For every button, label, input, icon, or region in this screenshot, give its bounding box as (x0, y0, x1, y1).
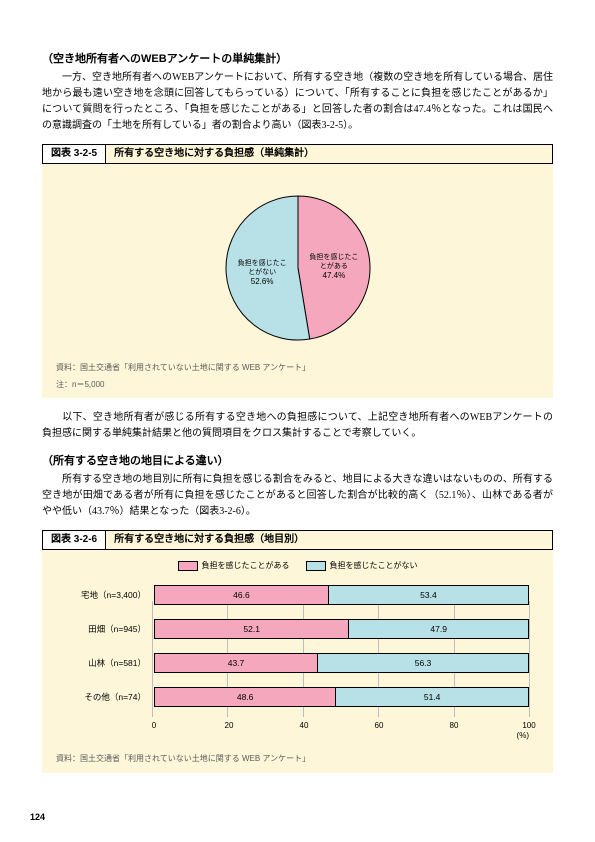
hbar-chart: 宅地（n=3,400）46.653.4 田畑（n=945）52.147.9 山林（n… (56, 581, 539, 747)
fig325-note: 注：n＝5,000 (56, 379, 539, 390)
x-axis: 020406080100(%) (154, 721, 529, 739)
hbar-row: その他（n=74）48.651.4 (66, 687, 529, 707)
hbar-track: 52.147.9 (154, 619, 529, 639)
fig326-panel: 負担を感じたことがある 負担を感じたことがない 宅地（n=3,400）46.65… (42, 550, 553, 772)
pie-chart: 負担を感じたことがある47.4%負担を感じたことがない52.6% (198, 188, 398, 348)
fig325-source: 資料：国土交通省「利用されていない土地に関する WEB アンケート」 (56, 362, 539, 373)
section1-para: 一方、空き地所有者へのWEBアンケートにおいて、所有する空き地（複数の空き地を所… (42, 70, 553, 134)
hbar-label: その他（n=74） (66, 691, 154, 703)
fig325-panel: 負担を感じたことがある47.4%負担を感じたことがない52.6% 資料：国土交通… (42, 164, 553, 398)
x-tick: 20 (225, 721, 234, 730)
fig325-title: 所有する空き地に対する負担感（単純集計） (106, 145, 552, 163)
hbar-label: 田畑（n=945） (66, 623, 154, 635)
section1-heading: （空き地所有者へのWEBアンケートの単純集計） (42, 50, 553, 66)
hbar-seg-b: 56.3 (318, 654, 528, 672)
x-tick: 0 (152, 721, 156, 730)
hbar-row: 宅地（n=3,400）46.653.4 (66, 585, 529, 605)
legend-item-b: 負担を感じたことがない (306, 560, 418, 571)
fig325-header: 図表 3-2-5 所有する空き地に対する負担感（単純集計） (42, 144, 553, 164)
hbar-seg-b: 47.9 (349, 620, 528, 638)
x-tick: 80 (450, 721, 459, 730)
hbar-label: 宅地（n=3,400） (66, 589, 154, 601)
hbar-seg-a: 48.6 (155, 688, 336, 706)
hbar-track: 48.651.4 (154, 687, 529, 707)
hbar-track: 46.653.4 (154, 585, 529, 605)
fig326-num: 図表 3-2-6 (43, 531, 106, 549)
pie-chart-wrap: 負担を感じたことがある47.4%負担を感じたことがない52.6% (56, 176, 539, 356)
x-unit: (%) (517, 731, 529, 740)
fig326-source: 資料：国土交通省「利用されていない土地に関する WEB アンケート」 (56, 753, 539, 764)
hbar-label: 山林（n=581） (66, 657, 154, 669)
hbar-row: 山林（n=581）43.756.3 (66, 653, 529, 673)
hbar-row: 田畑（n=945）52.147.9 (66, 619, 529, 639)
fig326-title: 所有する空き地に対する負担感（地目別） (106, 531, 552, 549)
x-tick: 100 (522, 721, 535, 730)
hbar-seg-a: 46.6 (155, 586, 329, 604)
legend-label-a: 負担を感じたことがある (202, 560, 290, 571)
hbar-seg-b: 51.4 (336, 688, 528, 706)
hbar-seg-a: 52.1 (155, 620, 349, 638)
legend-item-a: 負担を感じたことがある (178, 560, 290, 571)
x-tick: 40 (300, 721, 309, 730)
hbar-seg-b: 53.4 (329, 586, 528, 604)
section2-heading: （所有する空き地の地目による違い） (42, 452, 553, 468)
x-tick: 60 (375, 721, 384, 730)
page-number: 124 (30, 812, 45, 822)
fig325-num: 図表 3-2-5 (43, 145, 106, 163)
mid-para: 以下、空き地所有者が感じる所有する空き地への負担感について、上記空き地所有者への… (42, 410, 553, 442)
hbar-seg-a: 43.7 (155, 654, 318, 672)
fig326-header: 図表 3-2-6 所有する空き地に対する負担感（地目別） (42, 530, 553, 550)
legend-swatch-b (306, 561, 326, 571)
legend-swatch-a (178, 561, 198, 571)
section2-para: 所有する空き地の地目別に所有に負担を感じる割合をみると、地目による大きな違いはな… (42, 472, 553, 520)
legend-label-b: 負担を感じたことがない (330, 560, 418, 571)
hbar-track: 43.756.3 (154, 653, 529, 673)
fig326-legend: 負担を感じたことがある 負担を感じたことがない (56, 560, 539, 571)
